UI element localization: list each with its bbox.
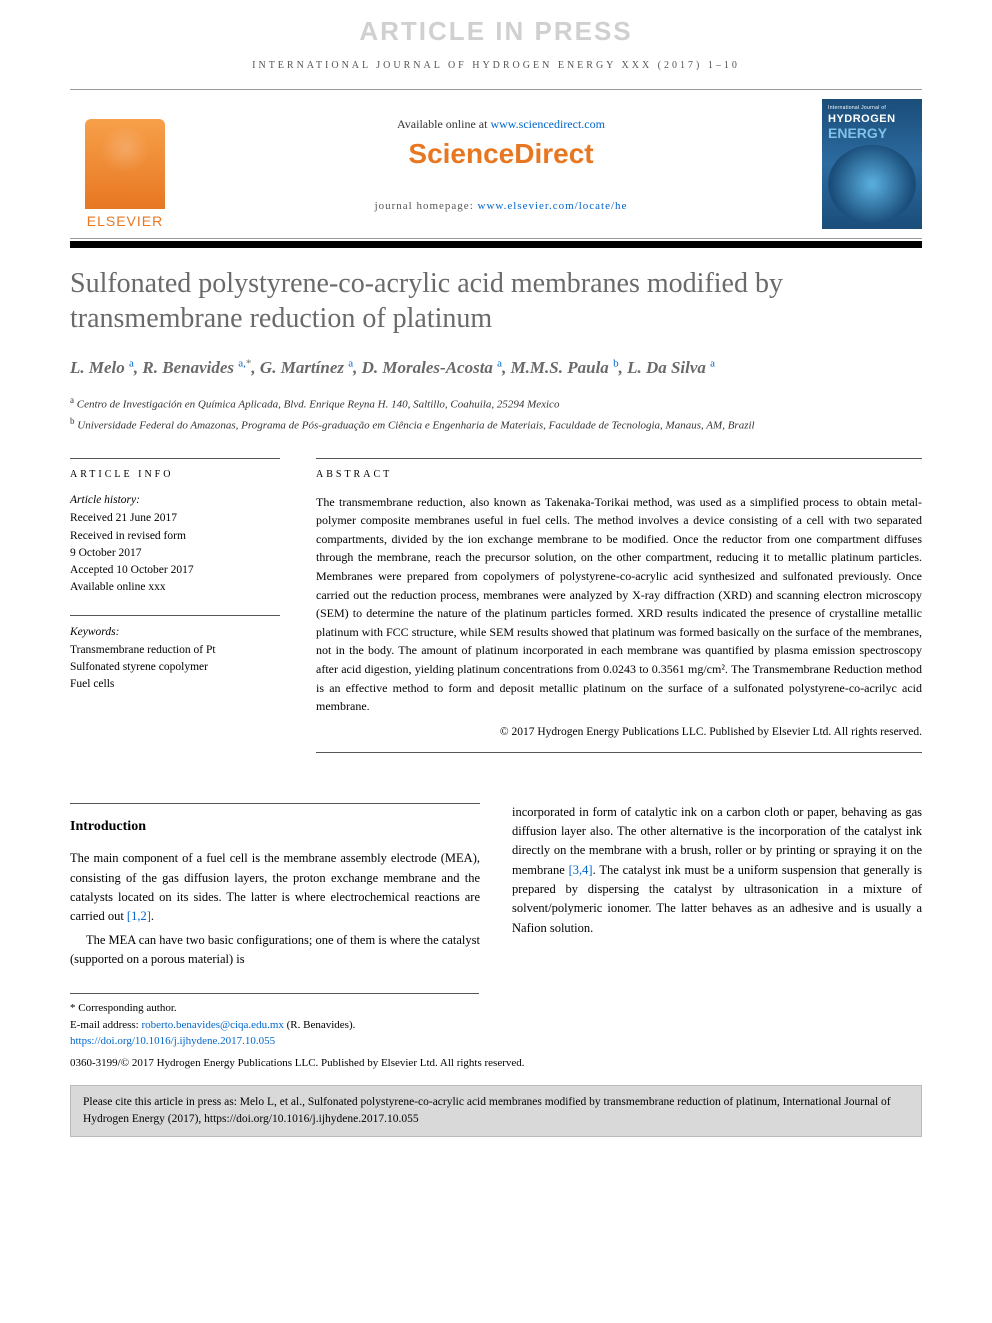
history-line: 9 October 2017 — [70, 545, 280, 562]
introduction-heading: Introduction — [70, 816, 480, 838]
article-info-heading: ARTICLE INFO — [70, 458, 280, 482]
email-label: E-mail address: — [70, 1019, 141, 1031]
abstract-column: ABSTRACT The transmembrane reduction, al… — [316, 458, 922, 752]
author: L. Da Silva a — [627, 358, 715, 377]
cover-line3: ENERGY — [828, 125, 916, 141]
info-abstract-row: ARTICLE INFO Article history: Received 2… — [70, 458, 922, 752]
citation-1-2[interactable]: [1,2] — [127, 909, 151, 923]
intro-p2: The MEA can have two basic configuration… — [70, 931, 480, 970]
keyword: Fuel cells — [70, 676, 280, 693]
article-info-column: ARTICLE INFO Article history: Received 2… — [70, 458, 280, 752]
sciencedirect-logo: ScienceDirect — [180, 138, 822, 170]
doi-link[interactable]: https://doi.org/10.1016/j.ijhydene.2017.… — [70, 1035, 275, 1047]
issn-copyright-line: 0360-3199/© 2017 Hydrogen Energy Publica… — [70, 1056, 922, 1071]
keywords-block: Keywords: Transmembrane reduction of PtS… — [70, 615, 280, 694]
keyword: Sulfonated styrene copolymer — [70, 659, 280, 676]
author: L. Melo a — [70, 358, 134, 377]
author: M.M.S. Paula b — [511, 358, 619, 377]
history-line: Accepted 10 October 2017 — [70, 562, 280, 579]
email-line: E-mail address: roberto.benavides@ciqa.e… — [70, 1017, 479, 1034]
corresponding-email-link[interactable]: roberto.benavides@ciqa.edu.mx — [141, 1019, 283, 1031]
keyword: Transmembrane reduction of Pt — [70, 642, 280, 659]
journal-homepage-link[interactable]: www.elsevier.com/locate/he — [478, 200, 628, 212]
keywords-label: Keywords: — [70, 624, 280, 641]
sciencedirect-link[interactable]: www.sciencedirect.com — [490, 117, 605, 131]
journal-homepage-line: journal homepage: www.elsevier.com/locat… — [180, 200, 822, 212]
history-line: Received in revised form — [70, 528, 280, 545]
running-head: INTERNATIONAL JOURNAL OF HYDROGEN ENERGY… — [70, 60, 922, 71]
masthead-center: Available online at www.sciencedirect.co… — [180, 117, 822, 212]
author: D. Morales-Acosta a — [362, 358, 502, 377]
article-title: Sulfonated polystyrene-co-acrylic acid m… — [70, 266, 922, 336]
abstract-text: The transmembrane reduction, also known … — [316, 493, 922, 716]
page: ARTICLE IN PRESS INTERNATIONAL JOURNAL O… — [0, 0, 992, 1323]
intro-p1b: . — [151, 909, 154, 923]
elsevier-logo: ELSEVIER — [70, 99, 180, 229]
article-history-block: Article history: Received 21 June 2017Re… — [70, 492, 280, 597]
email-suffix: (R. Benavides). — [284, 1019, 355, 1031]
intro-rule — [70, 803, 480, 804]
masthead: ELSEVIER Available online at www.science… — [70, 89, 922, 239]
history-line: Available online xxx — [70, 579, 280, 596]
article-in-press-watermark: ARTICLE IN PRESS — [0, 16, 992, 47]
available-online-line: Available online at www.sciencedirect.co… — [180, 117, 822, 132]
intro-p1: The main component of a fuel cell is the… — [70, 849, 480, 927]
available-prefix: Available online at — [397, 117, 490, 131]
abstract-bottom-rule — [316, 752, 922, 753]
corresponding-author-note: * Corresponding author. — [70, 1000, 479, 1017]
author: R. Benavides a,* — [142, 358, 251, 377]
abstract-copyright: © 2017 Hydrogen Energy Publications LLC.… — [316, 724, 922, 742]
body-columns: Introduction The main component of a fue… — [70, 803, 922, 970]
cover-line1: International Journal of — [828, 105, 916, 111]
abstract-heading: ABSTRACT — [316, 458, 922, 483]
history-label: Article history: — [70, 492, 280, 509]
homepage-prefix: journal homepage: — [375, 200, 478, 212]
affiliation: b Universidade Federal do Amazonas, Prog… — [70, 415, 922, 434]
elsevier-wordmark: ELSEVIER — [87, 213, 163, 229]
affiliation: a Centro de Investigación en Química Apl… — [70, 394, 922, 413]
author-list: L. Melo a, R. Benavides a,*, G. Martínez… — [70, 356, 922, 380]
footnotes: * Corresponding author. E-mail address: … — [70, 993, 479, 1050]
intro-p3: incorporated in form of catalytic ink on… — [512, 803, 922, 939]
citation-3-4[interactable]: [3,4] — [569, 863, 593, 877]
cover-line2: HYDROGEN — [828, 113, 916, 125]
title-rule — [70, 241, 922, 248]
cover-graphic — [828, 145, 916, 223]
journal-cover-thumbnail: International Journal of HYDROGEN ENERGY — [822, 99, 922, 229]
history-line: Received 21 June 2017 — [70, 510, 280, 527]
affiliations: a Centro de Investigación en Química Apl… — [70, 394, 922, 434]
author: G. Martínez a — [260, 358, 353, 377]
elsevier-tree-icon — [85, 119, 165, 209]
citation-box: Please cite this article in press as: Me… — [70, 1085, 922, 1136]
